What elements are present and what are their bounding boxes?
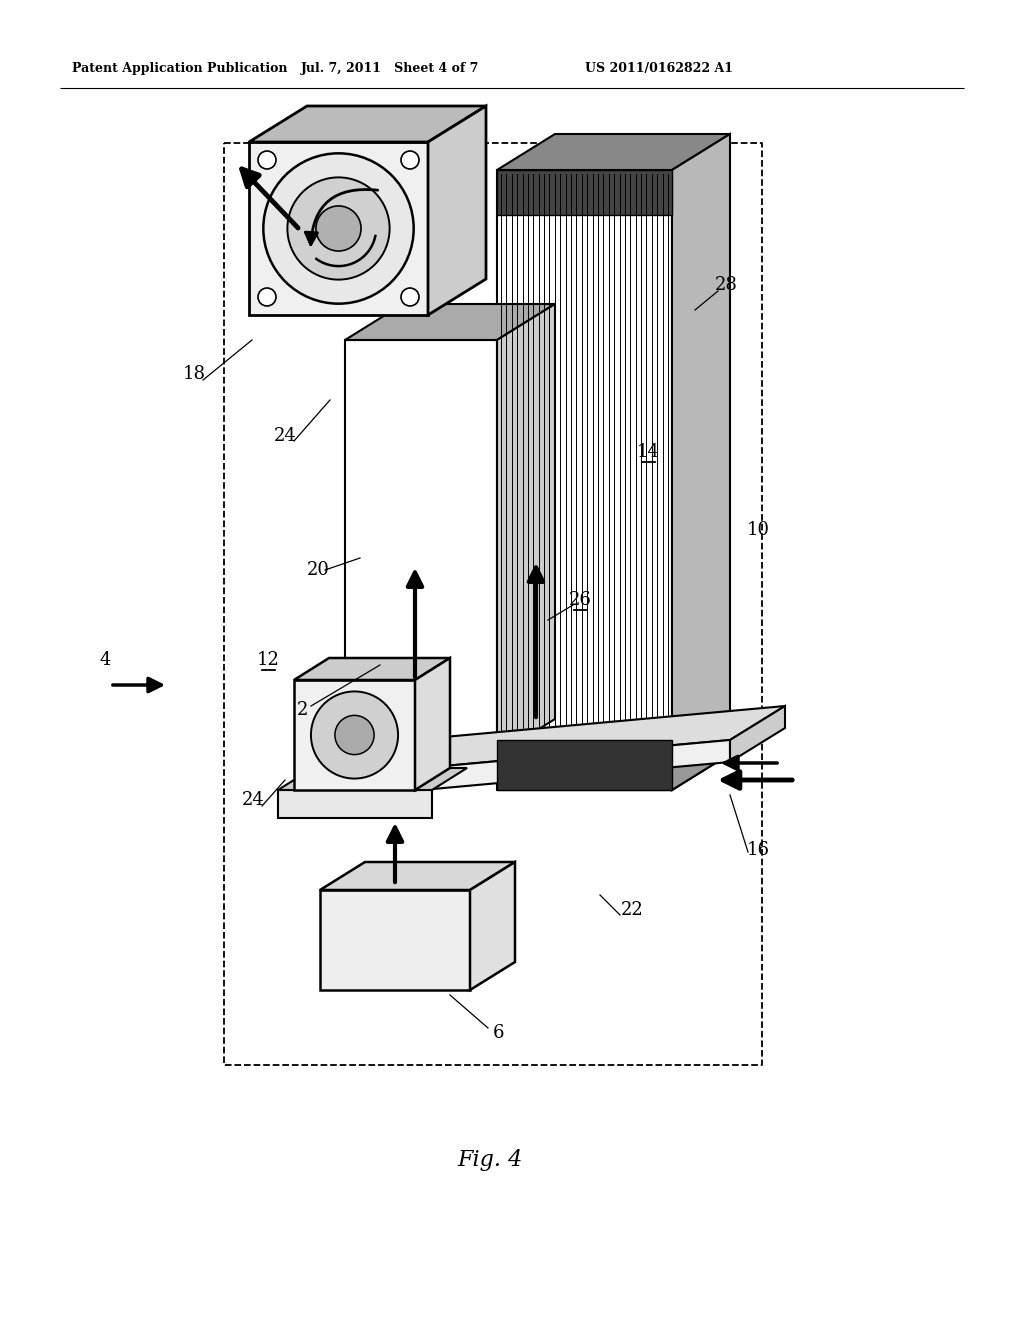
Text: 2: 2	[297, 701, 308, 719]
Polygon shape	[319, 890, 470, 990]
Text: 14: 14	[637, 444, 659, 461]
Polygon shape	[497, 135, 730, 170]
Circle shape	[335, 715, 374, 755]
Polygon shape	[278, 789, 432, 818]
Circle shape	[316, 206, 361, 251]
Polygon shape	[249, 106, 486, 143]
Polygon shape	[497, 754, 730, 789]
Circle shape	[258, 288, 276, 306]
Polygon shape	[730, 706, 785, 762]
Text: 4: 4	[99, 651, 111, 669]
Polygon shape	[497, 170, 672, 789]
Text: 16: 16	[746, 841, 769, 859]
Circle shape	[401, 150, 419, 169]
Text: US 2011/0162822 A1: US 2011/0162822 A1	[585, 62, 733, 75]
Circle shape	[401, 288, 419, 306]
Polygon shape	[415, 657, 450, 789]
Polygon shape	[345, 341, 497, 755]
Polygon shape	[470, 862, 515, 990]
Polygon shape	[249, 143, 428, 315]
Polygon shape	[428, 106, 486, 315]
Polygon shape	[672, 135, 730, 789]
Polygon shape	[278, 768, 467, 789]
Polygon shape	[497, 304, 555, 755]
Text: 24: 24	[242, 791, 264, 809]
Text: 6: 6	[493, 1024, 504, 1041]
Text: 12: 12	[257, 651, 280, 669]
Circle shape	[311, 692, 398, 779]
Circle shape	[263, 153, 414, 304]
Text: 18: 18	[182, 366, 206, 383]
Polygon shape	[294, 680, 415, 789]
Polygon shape	[319, 862, 515, 890]
Circle shape	[258, 150, 276, 169]
Text: Patent Application Publication: Patent Application Publication	[72, 62, 288, 75]
Text: 20: 20	[306, 561, 330, 579]
Text: Jul. 7, 2011   Sheet 4 of 7: Jul. 7, 2011 Sheet 4 of 7	[301, 62, 479, 75]
Text: 28: 28	[715, 276, 737, 294]
Text: Fig. 4: Fig. 4	[458, 1148, 522, 1171]
Circle shape	[288, 177, 389, 280]
Polygon shape	[345, 304, 555, 341]
Polygon shape	[345, 706, 785, 775]
Polygon shape	[497, 170, 672, 215]
Polygon shape	[345, 741, 730, 797]
Text: 24: 24	[273, 426, 296, 445]
Text: 10: 10	[746, 521, 769, 539]
Polygon shape	[294, 657, 450, 680]
Text: 26: 26	[568, 591, 592, 609]
Text: 22: 22	[621, 902, 643, 919]
Polygon shape	[497, 741, 672, 789]
